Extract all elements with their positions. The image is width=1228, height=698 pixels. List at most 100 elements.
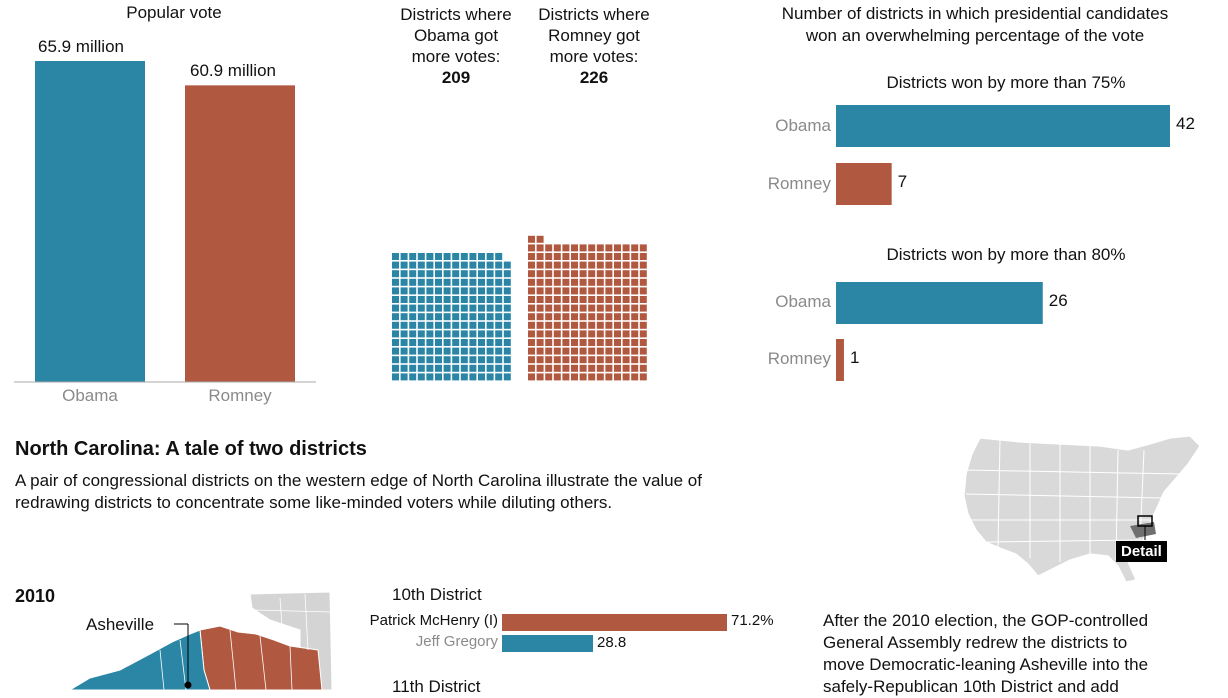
romney-district-square [622, 364, 630, 372]
romney-district-square [596, 356, 604, 364]
romney-district-square [536, 287, 544, 295]
romney-district-square [639, 364, 647, 372]
us-map-shape [963, 435, 1201, 583]
obama-district-square [495, 321, 503, 329]
us-locator-map [963, 435, 1201, 583]
obama-district-square [495, 253, 503, 260]
romney-district-square [605, 261, 613, 269]
romney-district-square [579, 253, 587, 260]
romney-district-square [588, 296, 596, 303]
obama-district-square [503, 278, 511, 286]
romney-district-square [545, 244, 553, 252]
romney-district-square [588, 253, 596, 260]
obama-district-square [478, 356, 485, 364]
obama-district-square [460, 330, 468, 338]
obama-district-square [426, 278, 434, 286]
district11-title: 11th District [392, 677, 481, 696]
obama-district-square [486, 278, 494, 286]
obama-district-square [417, 339, 425, 346]
after-2010-line: After the 2010 election, the GOP-control… [823, 611, 1149, 630]
detail-label: Detail [1116, 541, 1167, 562]
obama-districts-title: Districts where Obama got more votes: 20… [388, 4, 524, 88]
romney-district-square [631, 244, 639, 252]
romney-districts-title-line: Romney got [548, 26, 640, 45]
obama-district-square [486, 339, 494, 346]
romney-district-square [562, 356, 570, 364]
obama-district-square [495, 373, 503, 381]
obama-district-square [400, 253, 408, 260]
obama-district-square [478, 278, 485, 286]
romney-district-square [631, 356, 639, 364]
romney-district-square [631, 296, 639, 303]
obama-district-square [426, 253, 434, 260]
obama-district-square [417, 270, 425, 278]
romney-district-square [605, 278, 613, 286]
romney-district-square [553, 253, 561, 260]
obama-district-square [392, 347, 399, 355]
obama-district-square [417, 330, 425, 338]
obama-district-square [392, 356, 399, 364]
romney-district-square [536, 347, 544, 355]
romney-district-square [553, 356, 561, 364]
gregory-label: Jeff Gregory [415, 633, 498, 650]
obama-district-square [460, 321, 468, 329]
overwhelming-title: Number of districts in which presidentia… [750, 3, 1200, 47]
romney-district-square [536, 304, 544, 312]
romney-district-square [571, 253, 578, 260]
romney-district-square [639, 261, 647, 269]
romney-district-square [536, 270, 544, 278]
romney-district-square [588, 313, 596, 321]
romney-district-square [536, 364, 544, 372]
obama-district-square [443, 321, 451, 329]
obama-district-square [409, 287, 417, 295]
romney-district-square [622, 296, 630, 303]
obama-popular-value: 65.9 million [38, 37, 124, 56]
romney-district-square [571, 339, 578, 346]
obama-district-square [426, 304, 434, 312]
mchenry-value: 71.2% [731, 612, 774, 629]
obama-district-square [435, 321, 442, 329]
obama-district-square [452, 270, 460, 278]
g2-obama-label: Obama [775, 292, 831, 311]
romney-district-square [614, 261, 621, 269]
romney-district-square [528, 296, 535, 303]
romney-district-square [622, 244, 630, 252]
romney-district-square [528, 253, 535, 260]
romney-district-square [536, 321, 544, 329]
obama-district-square [435, 304, 442, 312]
obama-district-square [495, 364, 503, 372]
romney-district-square [622, 278, 630, 286]
obama-district-square [486, 321, 494, 329]
obama-district-square [392, 270, 399, 278]
romney-district-square [571, 244, 578, 252]
romney-district-square [545, 364, 553, 372]
romney-district-square [631, 253, 639, 260]
romney-district-square [562, 287, 570, 295]
obama-district-square [478, 373, 485, 381]
romney-district-square [639, 339, 647, 346]
after-2010-line: safely-Republican 10th District and add [823, 677, 1119, 696]
romney-district-square [631, 261, 639, 269]
obama-district-square [469, 364, 477, 372]
romney-district-square [588, 356, 596, 364]
romney-district-square [596, 253, 604, 260]
romney-district-square [605, 321, 613, 329]
bar-g1-obama [836, 105, 1170, 147]
obama-district-square [503, 313, 511, 321]
romney-district-square [614, 347, 621, 355]
obama-district-square [426, 313, 434, 321]
romney-district-square [528, 356, 535, 364]
romney-district-square [553, 261, 561, 269]
romney-district-square [614, 270, 621, 278]
obama-districts-count: 209 [441, 68, 471, 87]
romney-district-square [631, 270, 639, 278]
obama-district-square [495, 287, 503, 295]
romney-district-square [571, 313, 578, 321]
romney-district-square [553, 270, 561, 278]
romney-district-square [631, 330, 639, 338]
romney-district-square [545, 287, 553, 295]
obama-district-square [452, 296, 460, 303]
romney-district-square [528, 339, 535, 346]
romney-district-square [622, 330, 630, 338]
obama-district-square [417, 261, 425, 269]
